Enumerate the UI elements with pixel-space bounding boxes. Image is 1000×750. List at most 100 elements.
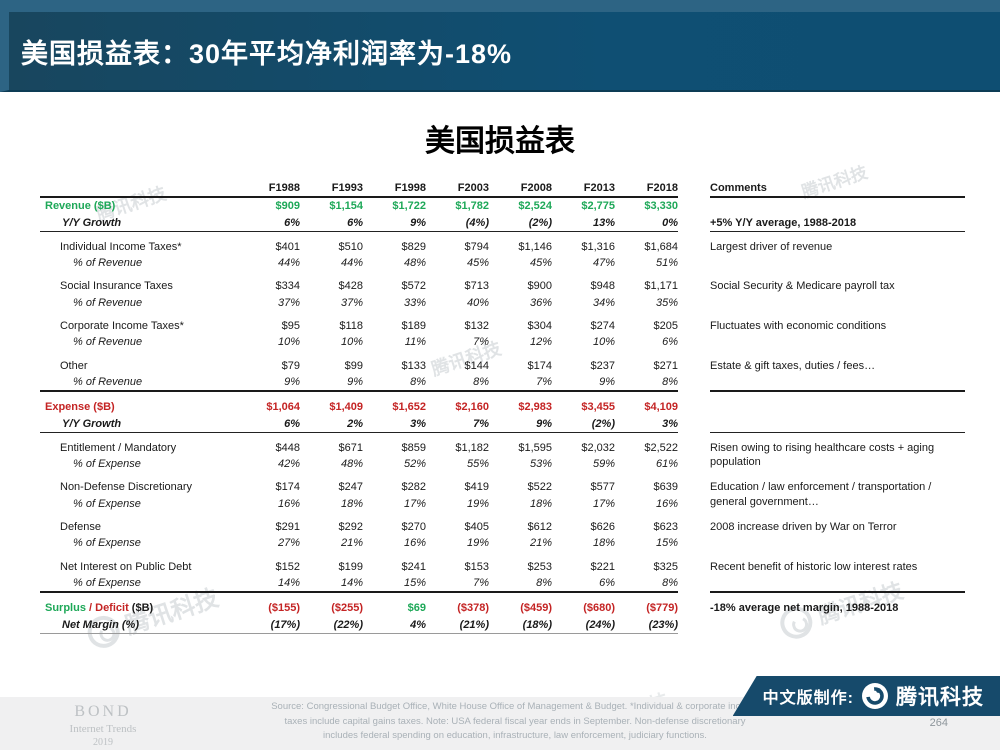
spacer-cell	[678, 472, 710, 495]
cell-f1998: 48%	[403, 257, 426, 270]
cell-f1998: 15%	[363, 574, 426, 594]
comment-cell: Recent benefit of historic low interest …	[710, 551, 965, 594]
cell-f1998: 4%	[363, 616, 426, 634]
spacer-cell	[678, 295, 710, 311]
cell-f2013: ($680)	[583, 602, 615, 615]
row-label: % of Revenue	[73, 257, 143, 270]
spacer-cell	[678, 552, 710, 575]
cell-f2003: $132	[464, 320, 489, 333]
row-label: Net Interest on Public Debt	[60, 560, 192, 573]
cell-f1988: 16%	[277, 497, 300, 510]
row-net-interest: Net Interest on Public Debt $152 $199 $241 $…	[40, 551, 965, 594]
comment-cell: Education / law enforcement / transporta…	[710, 481, 932, 508]
spacer-cell	[678, 575, 710, 592]
cell-f2003: $419	[464, 481, 489, 494]
cell-f1998: $282	[401, 481, 426, 494]
cell-f2018: 8%	[615, 574, 678, 594]
spacer-cell	[678, 215, 710, 232]
column-header-f2013: F2013	[552, 180, 615, 199]
row-surplus-deficit: Surplus / Deficit ($B) ($155) ($255) $69 ($3…	[40, 592, 965, 616]
cell-f2003: $1,782	[455, 200, 489, 213]
cell-f2003: 40%	[466, 296, 489, 309]
cell-f1988: $95	[281, 320, 300, 333]
cell-f2008: $1,146	[518, 240, 552, 253]
comment-cell: -18% average net margin, 1988-2018	[710, 602, 899, 615]
cell-f1998: $241	[401, 560, 426, 573]
cell-f2008: $522	[527, 481, 552, 494]
cell-f2003: $2,160	[455, 401, 489, 414]
cell-f1993: 10%	[340, 336, 363, 349]
cell-f2003: 19%	[466, 537, 489, 550]
cell-f1993: $671	[338, 441, 363, 454]
cell-f1998: 3%	[363, 415, 426, 433]
cell-f2018: 8%	[615, 373, 678, 393]
cell-f1988: 6%	[225, 415, 300, 433]
title-bar: 美国损益表：30年平均净利润率为-18%	[0, 0, 1000, 92]
cell-f1998: $69	[407, 602, 426, 615]
cell-f2018: $2,522	[644, 441, 678, 454]
cell-f2013: 13%	[552, 214, 615, 232]
cell-f1988: 37%	[277, 296, 300, 309]
comment-cell: Largest driver of revenue	[710, 240, 833, 253]
cell-f2008: $900	[527, 280, 552, 293]
spacer-cell	[678, 334, 710, 350]
cell-f2018: 0%	[615, 214, 678, 232]
cell-f2003: $153	[464, 560, 489, 573]
cell-f1998: 11%	[404, 336, 426, 349]
cell-f1988: ($155)	[268, 602, 300, 615]
comment-cell: +5% Y/Y average, 1988-2018	[710, 214, 965, 232]
cell-f2013: 6%	[552, 574, 615, 594]
cell-f2013: $221	[590, 560, 615, 573]
cell-f1988: $448	[275, 441, 300, 454]
slide-title: 美国损益表：30年平均净利润率为-18%	[21, 38, 513, 69]
cell-f2008: 36%	[529, 296, 552, 309]
spacer-cell	[678, 255, 710, 271]
cell-f2008: 8%	[489, 574, 552, 594]
comment-cell	[710, 415, 965, 433]
comment-cell: Fluctuates with economic conditions	[710, 320, 887, 333]
cell-f1988: 14%	[225, 574, 300, 594]
cell-f2008: (18%)	[489, 616, 552, 634]
cell-f2018: 15%	[655, 537, 678, 550]
cell-f1993: $118	[339, 320, 363, 333]
banner-prefix: 中文版制作:	[762, 690, 854, 707]
cell-f1993: 18%	[340, 497, 363, 510]
cell-f1988: 6%	[225, 214, 300, 232]
table-header-row: F1988 F1993 F1998 F2003 F2008 F2013 F2018 Comme…	[40, 180, 965, 199]
row-label: % of Revenue	[73, 336, 143, 349]
column-header-f1998: F1998	[363, 180, 426, 199]
source-note: Source: Congressional Budget Office, Whi…	[271, 701, 759, 742]
cell-f2018: $639	[653, 481, 678, 494]
cell-f1988: $909	[275, 200, 300, 213]
cell-f1998: 52%	[403, 458, 426, 471]
row-label: Revenue ($B)	[45, 200, 116, 213]
row-net-margin: Net Margin (%) (17%) (22%) 4% (21%) (18%) (24%…	[40, 616, 965, 634]
cell-f2003: (21%)	[426, 616, 489, 634]
row-label: % of Expense	[73, 497, 141, 510]
cell-f2013: $577	[590, 481, 615, 494]
cell-f2013: 10%	[592, 336, 615, 349]
cell-f1993: (22%)	[300, 616, 363, 634]
column-header-f2008: F2008	[489, 180, 552, 199]
row-defense-pct: % of Expense 27% 21% 16% 19% 21% 18% 15%	[40, 535, 965, 551]
cell-f2013: $626	[590, 521, 615, 534]
label-part: ($B)	[128, 602, 154, 615]
cell-f2018: $271	[653, 359, 678, 372]
cell-f1993: 9%	[300, 373, 363, 393]
cell-f2003: 7%	[473, 336, 489, 349]
cell-f2013: 47%	[592, 257, 615, 270]
row-label: Individual Income Taxes*	[60, 240, 182, 253]
cell-f1993: 37%	[340, 296, 363, 309]
cell-f2018: $205	[653, 320, 678, 333]
cell-f2013: 59%	[592, 458, 615, 471]
cell-f2013: $237	[590, 359, 615, 372]
cell-f2018: ($779)	[646, 602, 678, 615]
cell-f2003: 7%	[426, 415, 489, 433]
cell-f2008: ($459)	[520, 602, 552, 615]
row-individual-pct: % of Revenue 44% 44% 48% 45% 45% 47% 51%	[40, 255, 965, 271]
row-label: Expense ($B)	[45, 401, 115, 414]
cell-f1993: $428	[338, 280, 363, 293]
column-header-f2003: F2003	[426, 180, 489, 199]
cell-f1993: 6%	[300, 214, 363, 232]
